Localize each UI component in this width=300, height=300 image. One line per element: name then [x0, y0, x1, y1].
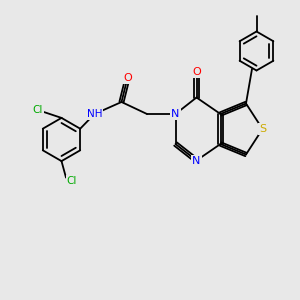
Text: N: N	[192, 155, 201, 166]
Text: S: S	[259, 124, 266, 134]
Text: O: O	[123, 73, 132, 83]
Text: Cl: Cl	[67, 176, 77, 186]
Text: O: O	[192, 67, 201, 77]
Text: Cl: Cl	[32, 105, 43, 116]
Text: NH: NH	[87, 109, 102, 119]
Text: N: N	[171, 109, 180, 119]
